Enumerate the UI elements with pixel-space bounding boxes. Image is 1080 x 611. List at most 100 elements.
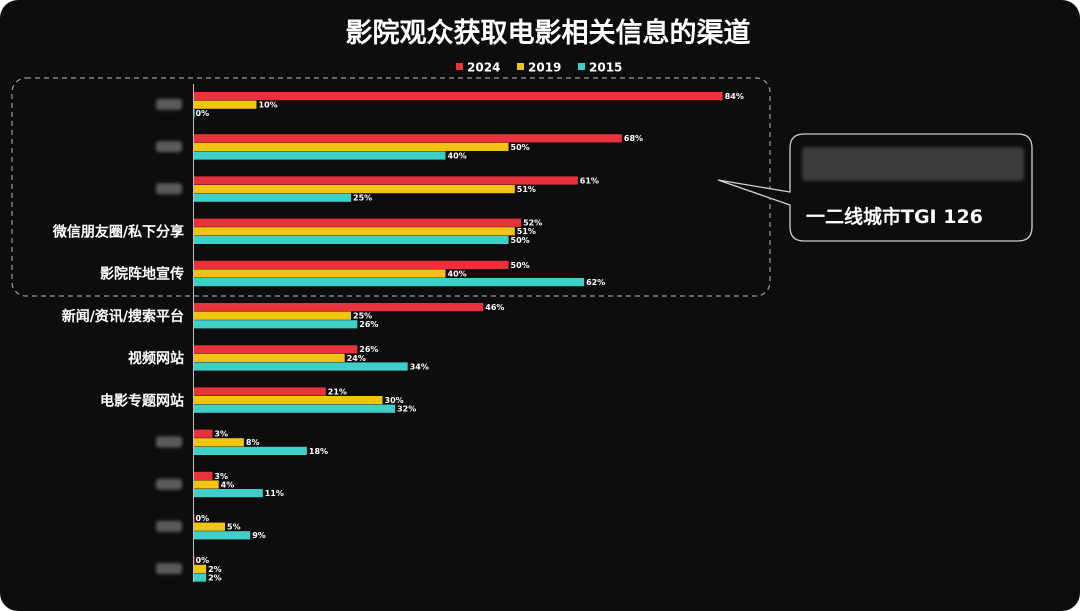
bar-2015 [193,446,307,455]
value-label: 26% [359,345,378,354]
bar-group: 26%24% 34% [193,345,429,371]
bar-group: 0%2%2% [193,556,222,582]
bar-2015 [193,235,509,244]
bar-2019 [193,269,446,278]
bar-2015 [193,151,446,160]
category-label: 电影专题网站 [100,392,184,409]
bar-2024 [193,303,484,312]
value-label: 25% [353,194,372,203]
bar-2024 [193,92,723,101]
bar-group: 84% 10% 0% [193,92,744,118]
bar-2015 [193,320,358,329]
value-label: 2% [208,573,222,582]
value-label: 0% [196,556,210,565]
bar-2024 [193,514,195,523]
chart-title: 影院观众获取电影相关信息的渠道 [346,17,751,49]
bar-2019 [193,227,515,236]
bar-2024 [193,176,578,185]
value-label: 52% [523,219,542,228]
category-label-blurred [156,141,182,153]
value-label: 40% [448,151,467,160]
value-label: 84% [725,92,744,101]
bar-2019 [193,311,351,320]
bar-2019 [193,142,509,151]
value-label: 3% [214,430,228,439]
bar-2019 [193,185,515,194]
bar-2024 [193,556,195,565]
callout-redacted-area [802,147,1024,181]
value-label: 21% [328,387,347,396]
bar-2024 [193,429,213,438]
value-label: 9% [252,531,266,540]
value-label: 0% [196,514,210,523]
value-label: 5% [227,523,241,532]
value-label: 10% [259,101,278,110]
category-label-blurred [156,563,182,575]
bar-2024 [193,345,358,354]
value-label: 51% [517,185,536,194]
value-label: 8% [246,438,260,447]
category-label-blurred [156,520,182,532]
bar-2019 [193,100,257,109]
bar-groups: 84%10%0%68%50%40%61%51%25%52%51%50%50%40… [193,92,744,582]
bar-2015 [193,193,351,202]
bar-group: 68% 50% 40% [193,134,643,160]
legend-swatch-2019 [517,63,524,70]
category-label-blurred [156,98,182,110]
value-label: 25% [353,312,372,321]
bar-2024 [193,134,622,143]
value-label: 32% [397,405,416,414]
bar-2024 [193,260,509,269]
bar-2024 [193,471,213,480]
bar-2015 [193,404,396,413]
category-label-blurred [156,436,182,448]
category-label-blurred [156,478,182,490]
bar-2019 [193,438,244,447]
callout-text: 一二线城市TGI 126 [806,205,983,228]
legend-label-2019: 2019 [528,61,561,75]
category-label: 视频网站 [128,350,184,367]
value-label: 62% [586,278,605,287]
category-label: 微信朋友圈/私下分享 [52,224,184,241]
bar-group: 61% 51% 25% [193,176,599,203]
bar-group: 50% 40% 62% [193,260,605,287]
bar-2019 [193,480,219,489]
bar-2024 [193,218,522,227]
value-label: 50% [511,143,530,152]
bar-group: 3%4% 11% [193,471,284,498]
value-label: 34% [410,362,429,371]
bar-group: 52%51%50% [193,218,542,245]
value-label: 40% [448,269,467,278]
bar-2015 [193,362,408,371]
value-label: 2% [208,565,222,574]
value-label: 24% [347,354,366,363]
bar-2019 [193,564,207,573]
value-label: 3% [214,472,228,481]
value-label: 30% [385,396,404,405]
value-label: 61% [580,176,599,185]
bar-group: 3% 8% 18% [193,429,328,456]
value-label: 11% [265,489,284,498]
bar-2019 [193,353,345,362]
legend-swatch-2015 [578,63,585,70]
value-label: 0% [196,109,210,118]
legend-swatch-2024 [456,63,463,70]
category-label: 新闻/资讯/搜索平台 [62,308,184,325]
legend-label-2015: 2015 [589,61,622,75]
bar-2019 [193,522,225,531]
value-label: 50% [511,236,530,245]
value-label: 46% [485,303,504,312]
callout: 一二线城市TGI 126 [717,133,1033,242]
highlight-box [11,77,771,297]
value-label: 4% [221,480,235,489]
bar-2015 [193,531,251,540]
bar-2015 [193,278,585,287]
value-label: 68% [624,134,643,143]
bar-2024 [193,387,326,396]
value-label: 51% [517,227,536,236]
value-label: 50% [511,261,530,270]
bar-2015 [193,109,195,118]
value-label: 18% [309,447,328,456]
